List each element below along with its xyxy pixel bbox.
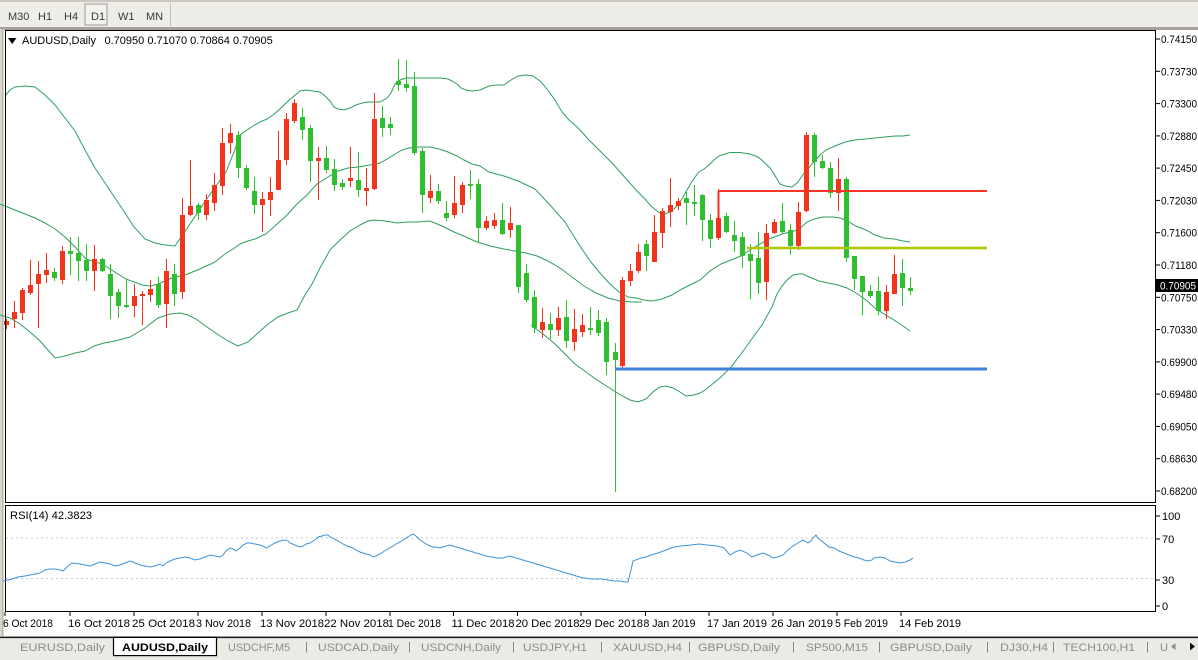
svg-text:U: U xyxy=(1160,642,1168,654)
svg-text:GBPUSD,Daily: GBPUSD,Daily xyxy=(890,642,973,654)
svg-text:0.71600: 0.71600 xyxy=(1161,228,1197,240)
svg-text:5 Feb 2019: 5 Feb 2019 xyxy=(835,618,888,630)
svg-text:DJ30,H4: DJ30,H4 xyxy=(1000,642,1048,654)
svg-text:XAUUSD,H4: XAUUSD,H4 xyxy=(613,642,682,654)
svg-text:0.71180: 0.71180 xyxy=(1161,260,1197,272)
svg-text:25 Oct 2018: 25 Oct 2018 xyxy=(132,618,195,630)
svg-text:0.73300: 0.73300 xyxy=(1161,99,1197,111)
svg-text:RSI(14) 42.3823: RSI(14) 42.3823 xyxy=(10,510,92,522)
svg-text:0.70905: 0.70905 xyxy=(1160,281,1196,293)
svg-text:W1: W1 xyxy=(118,11,135,23)
svg-text:|: | xyxy=(688,641,691,653)
svg-text:100: 100 xyxy=(1162,511,1180,523)
svg-text:20 Dec 2018: 20 Dec 2018 xyxy=(516,618,580,630)
svg-text:0: 0 xyxy=(1162,601,1168,613)
svg-text:0.69480: 0.69480 xyxy=(1161,389,1197,401)
svg-text:14 Feb 2019: 14 Feb 2019 xyxy=(899,618,961,630)
svg-text:AUDUSD,Daily: AUDUSD,Daily xyxy=(122,642,209,654)
svg-text:GBPUSD,Daily: GBPUSD,Daily xyxy=(698,642,781,654)
svg-text:6 Oct 2018: 6 Oct 2018 xyxy=(3,618,53,630)
svg-text:0.69050: 0.69050 xyxy=(1161,421,1197,433)
svg-text:|: | xyxy=(792,641,795,653)
svg-text:26 Jan 2019: 26 Jan 2019 xyxy=(771,618,833,630)
svg-text:30: 30 xyxy=(1162,575,1174,587)
svg-text:USDCHF,M5: USDCHF,M5 xyxy=(228,642,290,654)
svg-text:0.74150: 0.74150 xyxy=(1161,34,1197,46)
svg-text:|: | xyxy=(512,641,515,653)
svg-text:0.72880: 0.72880 xyxy=(1161,131,1197,143)
svg-text:|: | xyxy=(878,641,881,653)
svg-text:H4: H4 xyxy=(64,11,78,23)
svg-text:|: | xyxy=(408,641,411,653)
svg-text:M30: M30 xyxy=(8,11,29,23)
svg-text:11 Dec 2018: 11 Dec 2018 xyxy=(452,618,515,630)
svg-text:|: | xyxy=(986,641,989,653)
svg-text:0.69900: 0.69900 xyxy=(1161,357,1197,369)
svg-text:29 Dec 2018: 29 Dec 2018 xyxy=(579,618,643,630)
svg-text:22 Nov 2018: 22 Nov 2018 xyxy=(324,618,389,630)
svg-text:1 Dec 2018: 1 Dec 2018 xyxy=(388,618,441,630)
svg-text:USDCNH,Daily: USDCNH,Daily xyxy=(421,642,502,654)
svg-text:0.70330: 0.70330 xyxy=(1161,325,1197,337)
svg-text:D1: D1 xyxy=(91,11,105,23)
svg-text:0.68630: 0.68630 xyxy=(1161,454,1197,466)
svg-text:0.72450: 0.72450 xyxy=(1161,163,1197,175)
svg-text:AUDUSD,Daily 0.70950 0.71070: AUDUSD,Daily 0.70950 0.71070 0.70864 0.7… xyxy=(22,35,273,47)
svg-text:TECH100,H1: TECH100,H1 xyxy=(1063,642,1135,654)
svg-text:USDCAD,Daily: USDCAD,Daily xyxy=(318,642,400,654)
svg-text:0.68200: 0.68200 xyxy=(1161,486,1197,498)
svg-text:0.72030: 0.72030 xyxy=(1161,195,1197,207)
svg-text:|: | xyxy=(305,641,308,653)
svg-text:0.70750: 0.70750 xyxy=(1161,292,1197,304)
svg-text:|: | xyxy=(1052,641,1055,653)
svg-text:70: 70 xyxy=(1162,534,1174,546)
svg-text:|: | xyxy=(1146,641,1149,653)
svg-text:MN: MN xyxy=(146,11,163,23)
svg-text:17 Jan 2019: 17 Jan 2019 xyxy=(707,618,767,630)
svg-text:16 Oct 2018: 16 Oct 2018 xyxy=(68,618,130,630)
svg-text:13 Nov 2018: 13 Nov 2018 xyxy=(260,618,324,630)
svg-text:0.73730: 0.73730 xyxy=(1161,66,1197,78)
svg-text:8 Jan 2019: 8 Jan 2019 xyxy=(644,618,696,630)
svg-text:EURUSD,Daily: EURUSD,Daily xyxy=(20,642,106,654)
svg-text:|: | xyxy=(600,641,603,653)
svg-text:USDJPY,H1: USDJPY,H1 xyxy=(523,642,587,654)
svg-text:SP500,M15: SP500,M15 xyxy=(806,642,868,654)
svg-text:3 Nov 2018: 3 Nov 2018 xyxy=(196,618,251,630)
svg-text:H1: H1 xyxy=(38,11,52,23)
